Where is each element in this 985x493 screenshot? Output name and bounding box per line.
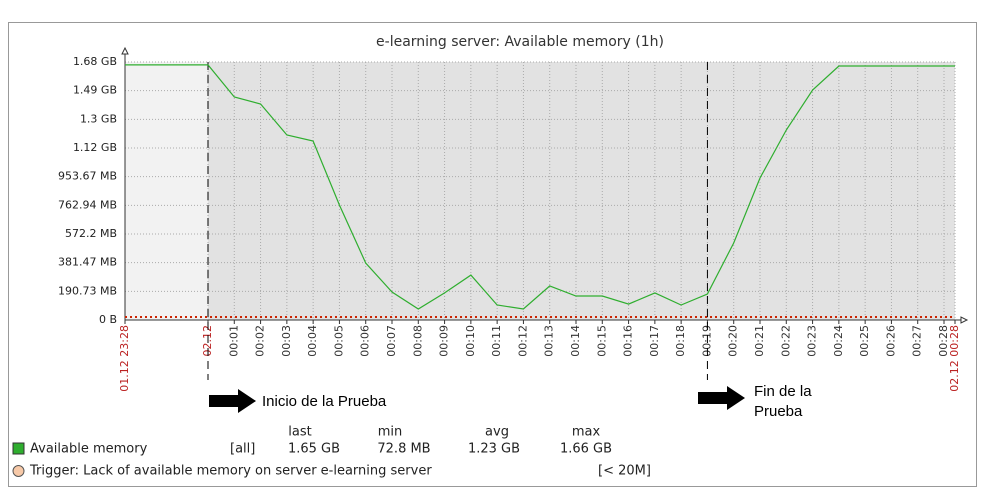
annotation: Fin de la: [754, 383, 812, 400]
x-tick-label: 00:13: [543, 325, 556, 357]
x-tick-label: 00:26: [884, 325, 897, 357]
axis-arrow: [960, 316, 969, 324]
y-tick-label: 1.49 GB: [73, 84, 117, 97]
annotation: Prueba: [754, 403, 803, 420]
y-tick-label: 953.67 MB: [58, 170, 117, 183]
x-tick-label: 00:28: [937, 325, 950, 357]
plot-bg: [125, 62, 208, 320]
x-tick-label: 00:10: [464, 325, 477, 357]
x-tick-label: 00:23: [806, 325, 819, 357]
x-tick-label: 00:03: [280, 325, 293, 357]
x-tick-label: 00:18: [674, 325, 687, 357]
x-tick-label: 00:05: [332, 325, 345, 357]
x-tick-label: 00:16: [622, 325, 635, 357]
x-tick-label: 00:09: [438, 325, 451, 357]
x-tick-label: 00:21: [753, 325, 766, 357]
x-tick-label: 00:08: [411, 325, 424, 357]
x-tick-label: 00:14: [569, 325, 582, 357]
x-tick-label: 00:02: [254, 325, 267, 357]
x-tick-label: 00:11: [490, 325, 503, 357]
legend-header: avg: [485, 425, 509, 440]
trigger-swatch: [12, 465, 25, 477]
plot: 0 B 190.73 MB 381.47 MB 572.2 MB 762.94 MB 95…: [58, 46, 969, 392]
arrow: [698, 386, 745, 410]
legend-stat: 1.23 GB: [468, 442, 520, 457]
arrow: [209, 389, 256, 413]
y-tick-label: 0 B: [99, 313, 117, 326]
y-tick-label: 1.12 GB: [73, 141, 117, 154]
y-tick-label: 381.47 MB: [58, 256, 117, 269]
x-tick-label: 01.12 23:28: [118, 325, 131, 392]
x-tick-label: 00:17: [648, 325, 661, 357]
x-tick-label: 00:04: [306, 325, 319, 357]
axis-arrow: [121, 46, 129, 55]
legend-scope: [all]: [230, 442, 255, 457]
x-tick-label: 00:24: [832, 325, 845, 357]
series-line: [125, 64, 955, 310]
x-tick-label: 00:25: [858, 325, 871, 357]
chart-title: e-learning server: Available memory (1h): [376, 34, 664, 50]
legend-stat: 1.66 GB: [560, 442, 612, 457]
y-tick-label: 190.73 MB: [58, 284, 117, 297]
annotation: Inicio de la Prueba: [262, 393, 387, 410]
x-tick-label: 00:01: [227, 325, 240, 357]
trigger-label: Trigger: Lack of available memory on ser…: [29, 464, 432, 479]
y-tick-label: 762.94 MB: [58, 198, 117, 211]
x-tick-label: 00:27: [911, 325, 924, 357]
x-tick-label: 00:06: [359, 325, 372, 357]
legend-swatch: [12, 442, 25, 455]
legend-stat: 1.65 GB: [288, 442, 340, 457]
legend-label: Available memory: [30, 442, 148, 457]
x-tick-label: 02.12 00:28: [948, 325, 961, 392]
x-tick-label: 00:07: [385, 325, 398, 357]
plot-bg: [208, 62, 955, 320]
x-tick-label: 00:15: [595, 325, 608, 357]
legend-header: min: [378, 425, 403, 440]
x-tick-label: 00:22: [779, 325, 792, 357]
legend-stat: 72.8 MB: [377, 442, 430, 457]
trigger-threshold: [< 20M]: [598, 464, 651, 479]
y-tick-label: 572.2 MB: [65, 227, 117, 240]
x-tick-label: 00:20: [727, 325, 740, 357]
x-tick-label: 00:12: [516, 325, 529, 357]
legend-header: max: [572, 425, 601, 440]
legend-header: last: [288, 425, 311, 440]
y-tick-label: 1.68 GB: [73, 55, 117, 68]
y-tick-label: 1.3 GB: [80, 112, 117, 125]
